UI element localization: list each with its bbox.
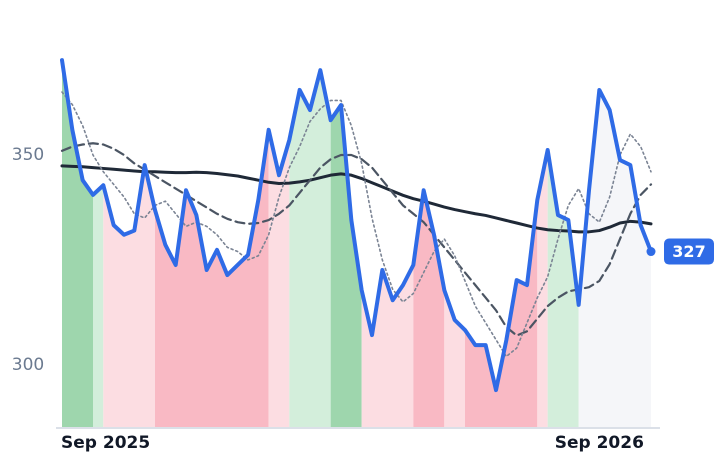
regime-band — [444, 290, 465, 427]
last-value-badge — [664, 238, 714, 265]
y-tick-label: 350 — [12, 145, 44, 165]
x-tick-label: Sep 2026 — [555, 433, 644, 453]
series-line — [61, 91, 652, 358]
regime-band — [578, 89, 651, 427]
regime-band — [93, 185, 104, 427]
regime-band — [103, 165, 155, 427]
regime-band — [547, 149, 579, 427]
x-tick-label: Sep 2025 — [61, 433, 150, 453]
regime-band — [361, 264, 414, 427]
series-line — [60, 142, 653, 337]
regime-band — [289, 70, 331, 428]
regime-band — [465, 199, 538, 427]
y-tick-label: 300 — [12, 355, 44, 375]
last-point — [646, 247, 656, 257]
regime-band — [155, 129, 269, 428]
series-line — [60, 58, 653, 393]
regime-band — [330, 105, 362, 427]
regime-band — [62, 60, 93, 427]
last-value-label: 327 — [672, 242, 705, 261]
regime-band — [268, 129, 290, 428]
series-line — [60, 164, 653, 234]
